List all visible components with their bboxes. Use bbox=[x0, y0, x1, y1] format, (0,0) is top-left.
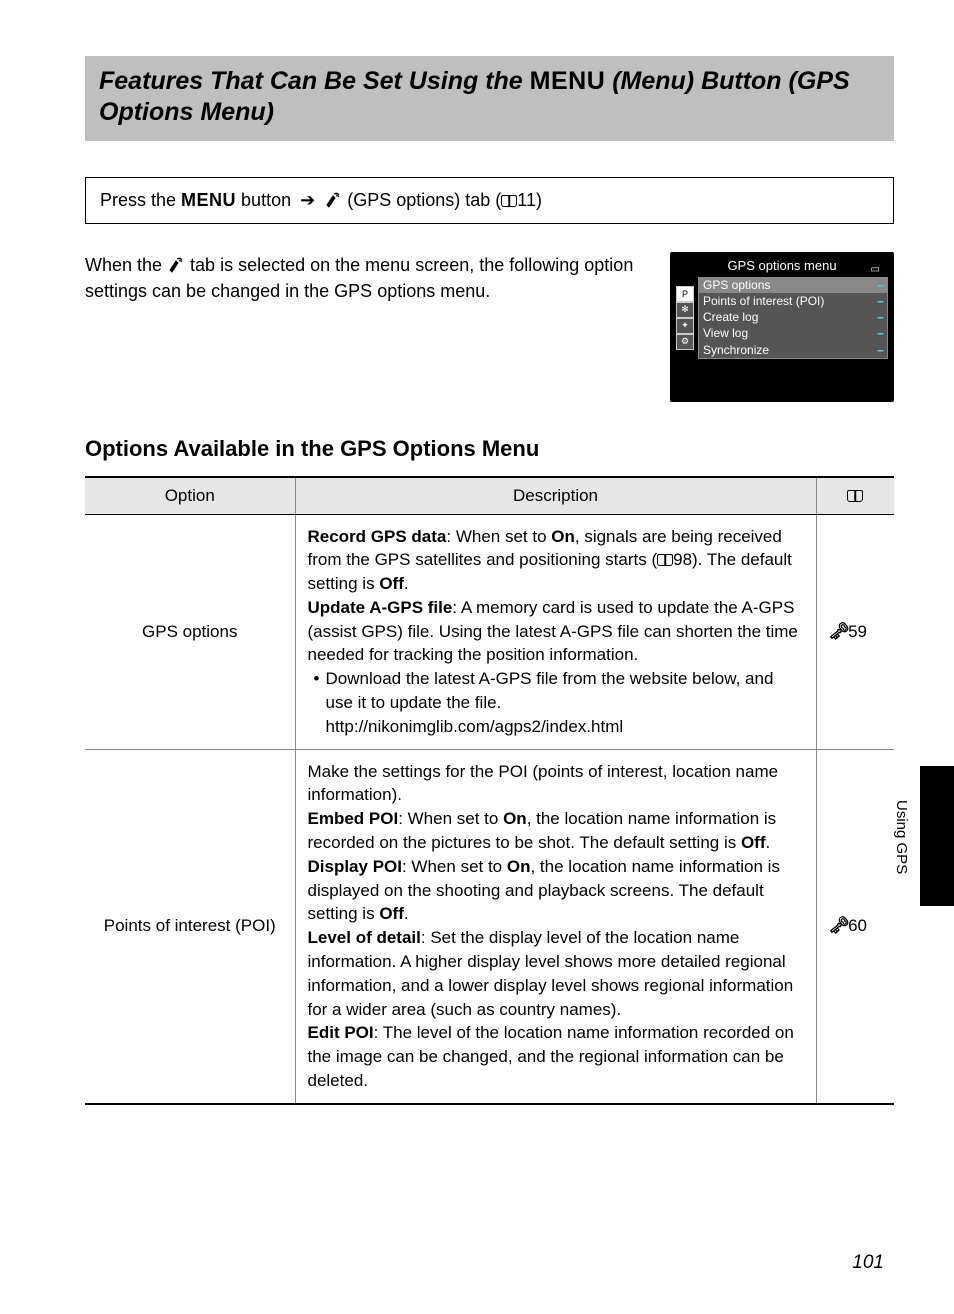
desc-bold: Off bbox=[741, 833, 766, 852]
desc-text: Make the settings for the POI (points of… bbox=[308, 762, 779, 805]
battery-icon: ▭ bbox=[871, 264, 880, 275]
desc-bold: Display POI bbox=[308, 857, 402, 876]
desc-bold: Off bbox=[379, 574, 404, 593]
desc-bold: Level of detail bbox=[308, 928, 421, 947]
screen-menu-item: Create log -- bbox=[699, 310, 887, 326]
option-description-cell: Make the settings for the POI (points of… bbox=[295, 749, 816, 1104]
desc-text: . bbox=[404, 574, 409, 593]
screen-menu-item: Synchronize -- bbox=[699, 342, 887, 358]
arrow-right-icon: ➔ bbox=[300, 190, 315, 211]
desc-bold: Record GPS data bbox=[308, 527, 447, 546]
reference-link-icon: 🗝 bbox=[829, 916, 849, 935]
desc-text: : When set to bbox=[398, 809, 503, 828]
menu-item-label: GPS options bbox=[703, 278, 770, 292]
desc-text: : When set to bbox=[402, 857, 507, 876]
menu-item-label: Synchronize bbox=[703, 343, 769, 357]
nav-menu-word: MENU bbox=[181, 190, 236, 210]
gps-satellite-icon bbox=[324, 192, 342, 208]
menu-item-label: Create log bbox=[703, 310, 758, 324]
options-table: Option Description GPS options Record GP… bbox=[85, 476, 894, 1105]
desc-text: : The level of the location name informa… bbox=[308, 1023, 794, 1090]
dash-icon: -- bbox=[877, 310, 883, 324]
menu-item-label: View log bbox=[703, 326, 748, 340]
desc-bold: On bbox=[503, 809, 527, 828]
title-pre: Features That Can Be Set Using the bbox=[99, 67, 530, 95]
desc-text: . bbox=[404, 904, 409, 923]
screen-menu-item: Points of interest (POI) -- bbox=[699, 294, 887, 310]
desc-text: . bbox=[766, 833, 771, 852]
dash-icon: -- bbox=[877, 278, 883, 292]
camera-screen-preview: GPS options menu ▭ P ✻ ✦ ⚙ GPS options --… bbox=[670, 252, 894, 402]
screen-side-tabs: P ✻ ✦ ⚙ bbox=[676, 286, 698, 350]
reference-cell: 🗝60 bbox=[816, 749, 894, 1104]
menu-item-label: Points of interest (POI) bbox=[703, 294, 824, 308]
bullet-dot-icon: • bbox=[308, 667, 326, 738]
desc-text: : When set to bbox=[446, 527, 551, 546]
table-row: Points of interest (POI) Make the settin… bbox=[85, 749, 894, 1104]
title-menu-word: MENU bbox=[530, 67, 606, 95]
screen-title: GPS options menu bbox=[727, 258, 836, 273]
book-reference-icon bbox=[501, 195, 517, 207]
table-header-reference bbox=[816, 477, 894, 515]
bullet-text: Download the latest A-GPS file from the … bbox=[326, 667, 804, 738]
desc-bold: Update A-GPS file bbox=[308, 598, 453, 617]
book-reference-icon bbox=[847, 490, 863, 502]
option-name-cell: Points of interest (POI) bbox=[85, 749, 295, 1104]
side-tab-icon: ✦ bbox=[676, 318, 694, 334]
section-side-label: Using GPS bbox=[893, 800, 910, 874]
nav-press: Press the bbox=[100, 190, 181, 210]
desc-bold: On bbox=[507, 857, 531, 876]
navigation-path-box: Press the MENU button ➔ (GPS options) ta… bbox=[85, 177, 894, 224]
option-name-cell: GPS options bbox=[85, 514, 295, 749]
intro-paragraph: When the tab is selected on the menu scr… bbox=[85, 252, 640, 402]
page-title: Features That Can Be Set Using the MENU … bbox=[85, 56, 894, 141]
reference-link-icon: 🗝 bbox=[829, 622, 849, 641]
gps-satellite-icon bbox=[167, 257, 185, 273]
desc-bold: On bbox=[551, 527, 575, 546]
bullet-item: • Download the latest A-GPS file from th… bbox=[308, 667, 804, 738]
book-reference-icon bbox=[657, 554, 673, 566]
dash-icon: -- bbox=[877, 326, 883, 340]
para-pre: When the bbox=[85, 255, 167, 275]
table-header-option: Option bbox=[85, 477, 295, 515]
reference-cell: 🗝59 bbox=[816, 514, 894, 749]
side-tab-icon: P bbox=[676, 286, 694, 302]
dash-icon: -- bbox=[877, 343, 883, 357]
table-header-description: Description bbox=[295, 477, 816, 515]
side-tab-icon: ⚙ bbox=[676, 334, 694, 350]
section-side-tab bbox=[920, 766, 954, 906]
table-row: GPS options Record GPS data: When set to… bbox=[85, 514, 894, 749]
screen-menu-item: View log -- bbox=[699, 326, 887, 342]
nav-ref: 11) bbox=[517, 190, 542, 210]
desc-text: Download the latest A-GPS file from the … bbox=[326, 669, 774, 712]
screen-menu-list: GPS options -- Points of interest (POI) --… bbox=[698, 277, 888, 359]
section-subheading: Options Available in the GPS Options Men… bbox=[85, 436, 894, 462]
option-description-cell: Record GPS data: When set to On, signals… bbox=[295, 514, 816, 749]
page-number: 101 bbox=[852, 1252, 884, 1274]
desc-bold: Off bbox=[379, 904, 404, 923]
nav-tab-text: (GPS options) tab ( bbox=[347, 190, 501, 210]
nav-button-text: button bbox=[236, 190, 296, 210]
desc-bold: Edit POI bbox=[308, 1023, 374, 1042]
reference-number: 59 bbox=[848, 622, 867, 641]
desc-bold: Embed POI bbox=[308, 809, 399, 828]
side-tab-icon: ✻ bbox=[676, 302, 694, 318]
reference-number: 60 bbox=[848, 916, 867, 935]
url-text: http://nikonimglib.com/agps2/index.html bbox=[326, 717, 624, 736]
screen-menu-item: GPS options -- bbox=[699, 278, 887, 294]
dash-icon: -- bbox=[877, 294, 883, 308]
